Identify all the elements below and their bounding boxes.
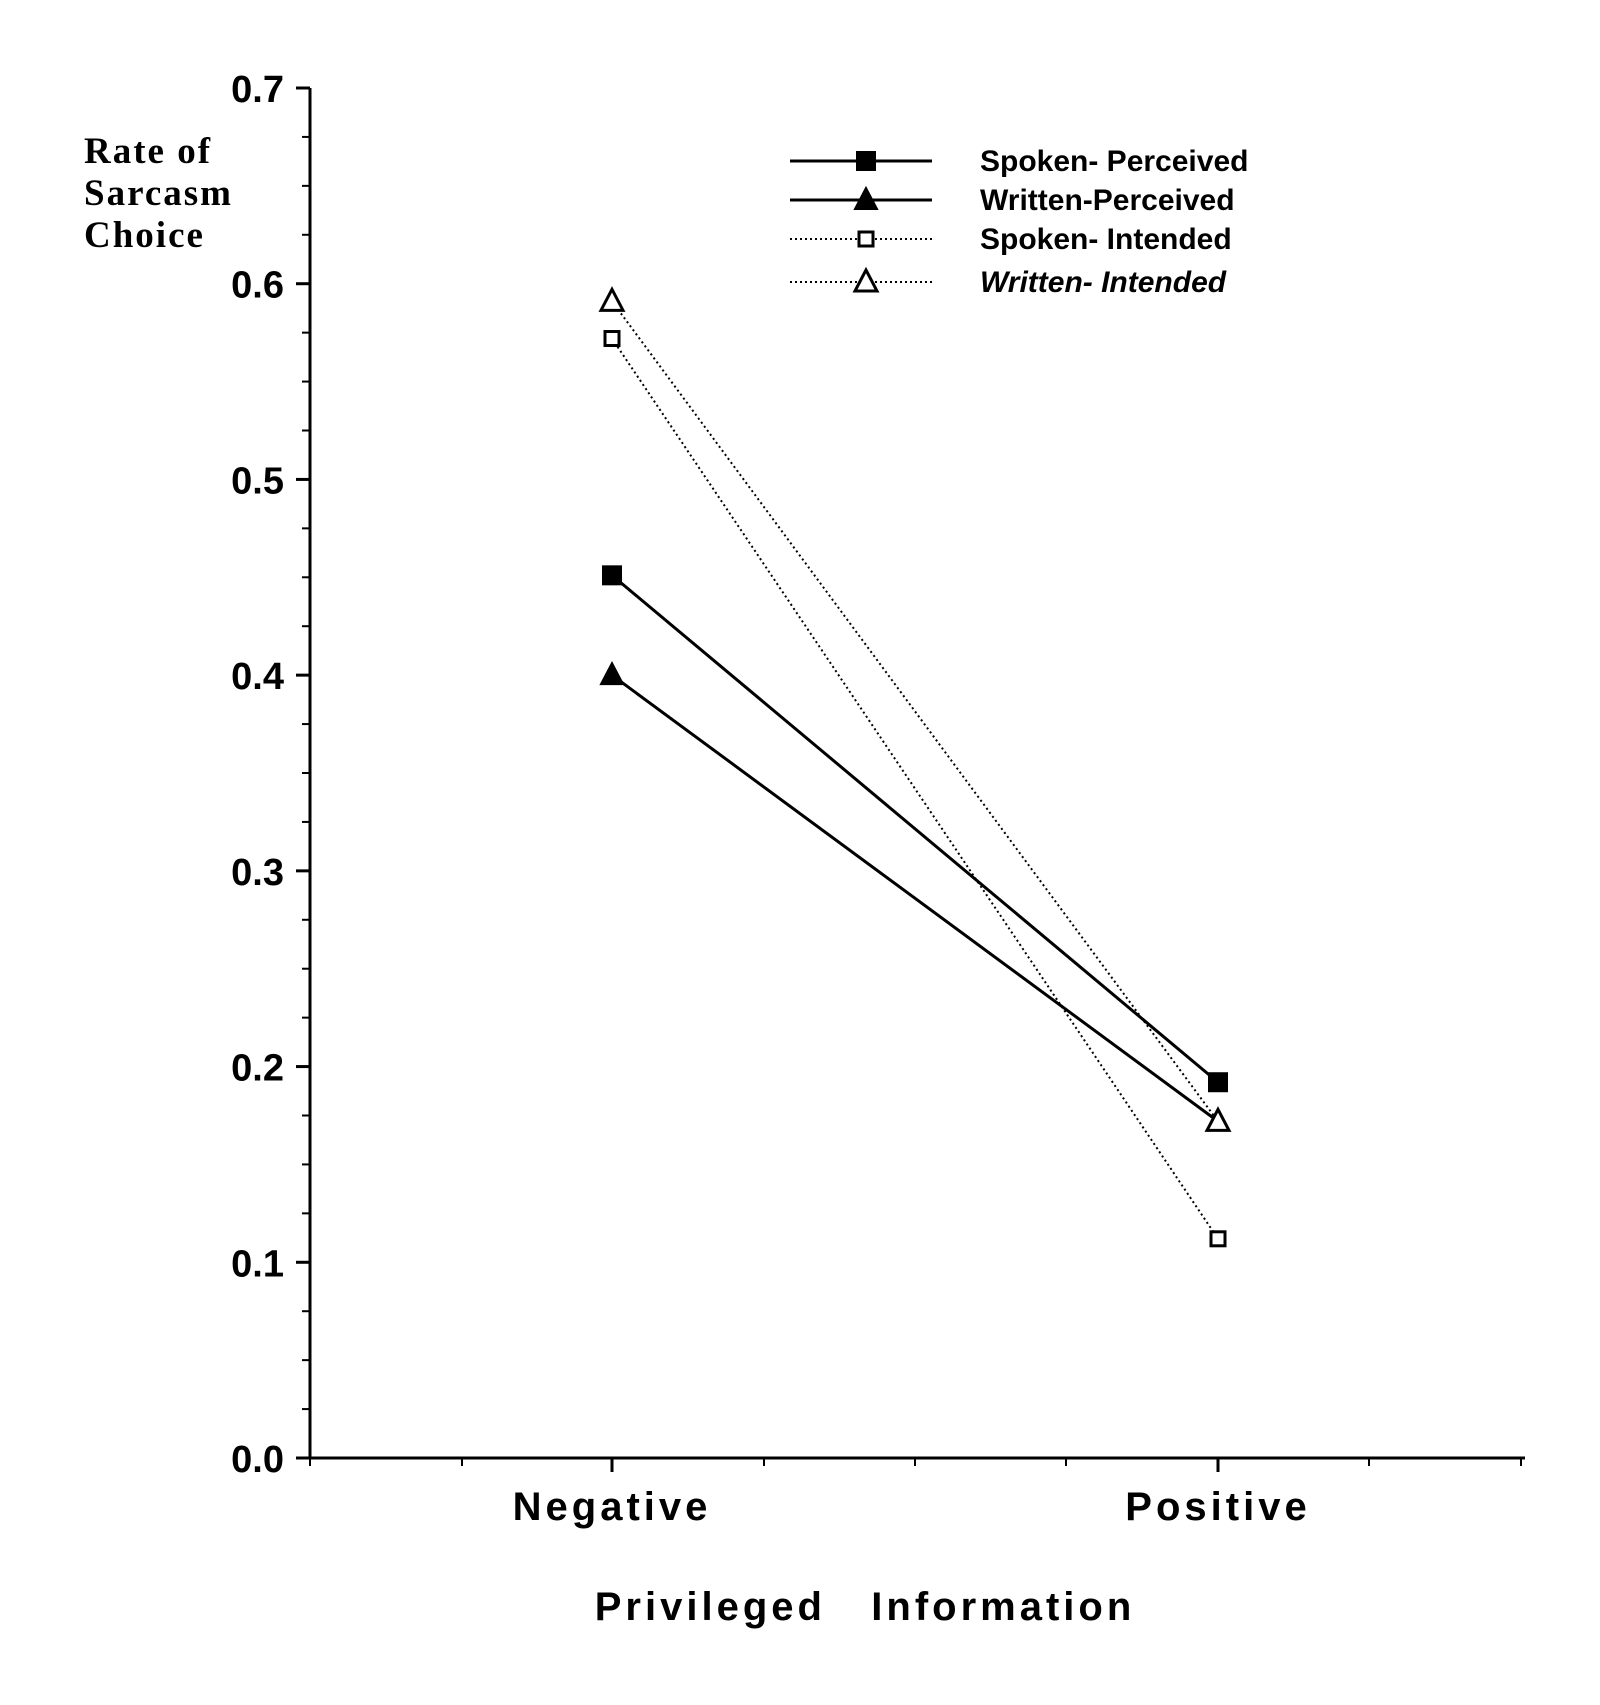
data-point (598, 286, 626, 312)
legend-item-3: Spoken- Intended (790, 223, 1232, 256)
legend-label: Spoken- Perceived (980, 145, 1248, 178)
series-line (611, 337, 1219, 1240)
series-line (611, 300, 1219, 1122)
series-2 (599, 660, 1231, 1132)
x-tick-label: Positive (1125, 1485, 1310, 1529)
legend-marker (857, 230, 875, 248)
data-point (602, 565, 622, 586)
series-4 (598, 286, 1232, 1132)
series-line (611, 574, 1219, 1084)
x-axis-label: Privileged Information (595, 1585, 1136, 1629)
legend-label: Written- Intended (980, 266, 1227, 299)
y-tick-label: 0.4 (231, 656, 284, 698)
data-point (603, 330, 621, 348)
series-3 (603, 330, 1227, 1248)
series-line (611, 673, 1219, 1123)
y-tick-label: 0.6 (231, 265, 284, 307)
y-tick-label: 0.5 (231, 460, 284, 502)
legend-item-4: Written- Intended (790, 266, 1227, 299)
legend-label: Spoken- Intended (980, 223, 1232, 256)
y-tick-label: 0.1 (231, 1243, 284, 1285)
data-point (1209, 1230, 1227, 1248)
y-tick-label: 0.3 (231, 852, 284, 894)
legend-marker (853, 185, 879, 210)
y-tick-label: 0.0 (231, 1439, 284, 1481)
y-axis-label-line-3: Choice (84, 215, 205, 256)
legend-item-1: Spoken- Perceived (790, 145, 1248, 178)
y-axis-label-line-1: Rate of (84, 131, 212, 172)
y-tick-label: 0.7 (231, 69, 284, 111)
data-point (1208, 1072, 1228, 1093)
legend-item-2: Written-Perceived (790, 184, 1235, 217)
data-point (599, 660, 625, 686)
series-1 (602, 565, 1228, 1093)
y-axis-label-line-2: Sarcasm (84, 173, 233, 214)
data-point (1204, 1106, 1232, 1132)
x-tick-label: Negative (513, 1485, 712, 1529)
y-tick-label: 0.2 (231, 1048, 284, 1090)
legend-label: Written-Perceived (980, 184, 1235, 217)
legend-marker (852, 266, 880, 293)
legend-marker (856, 151, 876, 171)
